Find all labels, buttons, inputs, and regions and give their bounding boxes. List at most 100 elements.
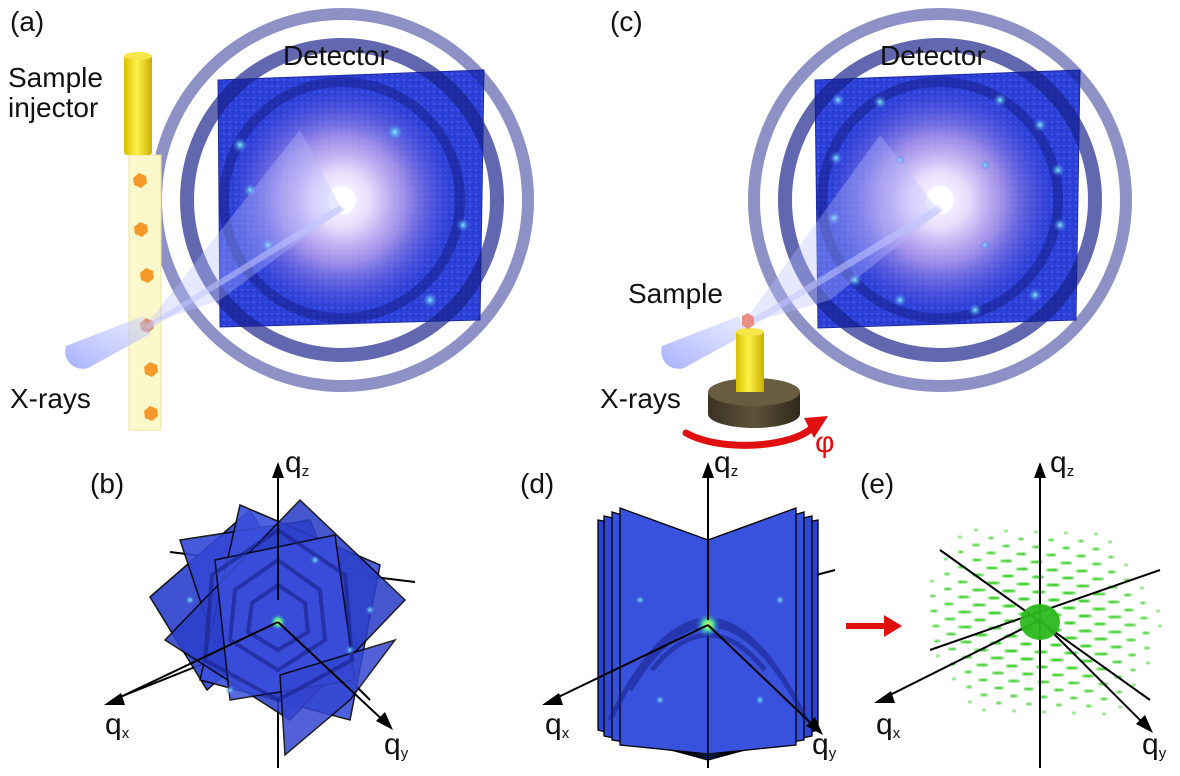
axis-qx-e: qx xyxy=(876,708,901,742)
panel-c xyxy=(661,8,1132,449)
lattice-point xyxy=(1015,679,1021,683)
lattice-point xyxy=(1095,547,1101,551)
lattice-point xyxy=(981,603,987,607)
lattice-point xyxy=(1071,621,1077,625)
lattice-point xyxy=(995,581,1001,585)
axis-qx-d: qx xyxy=(545,708,570,742)
panel-label-c: (c) xyxy=(610,6,643,37)
lattice-point xyxy=(1139,601,1145,605)
lattice-point xyxy=(1005,544,1011,548)
lattice-point xyxy=(1049,538,1055,542)
lattice-point xyxy=(997,701,1003,705)
lattice-point xyxy=(1081,554,1087,558)
lattice-point xyxy=(943,557,949,561)
lattice-point xyxy=(1129,608,1135,612)
lattice-point xyxy=(1143,631,1149,635)
spots-b xyxy=(185,555,375,695)
lattice-point xyxy=(977,558,983,562)
lattice-point xyxy=(1069,591,1075,595)
lattice-point xyxy=(1127,608,1133,612)
lattice-point xyxy=(1143,616,1149,620)
detector-label-c: Detector xyxy=(880,40,986,71)
slice-rings-b xyxy=(202,527,355,703)
panel-e xyxy=(874,462,1163,768)
lattice-point xyxy=(1069,576,1075,580)
lattice-point xyxy=(1071,636,1077,640)
lattice-point xyxy=(935,624,941,628)
arrowheads-d xyxy=(542,462,823,735)
lattice-point xyxy=(951,632,957,636)
lattice-point xyxy=(1055,583,1061,587)
axis-qx-b: qx xyxy=(105,708,130,742)
lattice-point xyxy=(1065,546,1071,550)
lattice-point xyxy=(1087,659,1093,663)
lattice-point xyxy=(1025,582,1031,586)
lattice-point xyxy=(1071,696,1077,700)
lattice-point xyxy=(1041,695,1047,699)
lattice-point xyxy=(1085,614,1091,618)
lattice-point xyxy=(1059,688,1065,692)
lattice-point xyxy=(1011,709,1017,713)
lattice-point xyxy=(997,656,1003,660)
lattice-point xyxy=(999,671,1005,675)
lattice-point xyxy=(1073,696,1079,700)
lattice-point xyxy=(1107,555,1113,559)
lattice-point xyxy=(1131,683,1137,687)
lattice-point xyxy=(1019,537,1025,541)
lattice-point xyxy=(967,625,973,629)
sample-injector xyxy=(124,52,162,431)
lattice-point xyxy=(1011,604,1017,608)
lattice-point xyxy=(967,685,973,689)
lattice-point xyxy=(1041,710,1047,714)
lattice-point xyxy=(1089,674,1095,678)
lattice-point xyxy=(997,626,1003,630)
lattice-point xyxy=(1117,690,1123,694)
axis-arrows-d xyxy=(547,468,819,731)
lattice-point xyxy=(975,558,981,562)
panel-label-a: (a) xyxy=(10,6,45,37)
lattice-point xyxy=(1071,711,1077,715)
lattice-point xyxy=(1107,540,1113,544)
xray-label-a: X-rays xyxy=(10,383,91,414)
lattice-point xyxy=(1099,577,1105,581)
lattice-point xyxy=(949,602,955,606)
lattice-point xyxy=(1101,622,1107,626)
lattice-point xyxy=(1025,597,1031,601)
lattice-point xyxy=(945,572,951,576)
lattice-point xyxy=(1021,552,1027,556)
lattice-point xyxy=(1093,547,1099,551)
red-right-arrow xyxy=(846,615,902,637)
lattice-point xyxy=(1057,613,1063,617)
axes-e xyxy=(879,470,1161,768)
lattice-point xyxy=(949,617,955,621)
lattice-point xyxy=(993,566,999,570)
lattice-point xyxy=(1073,681,1079,685)
lattice-point xyxy=(1131,668,1137,672)
sample-label: Sample xyxy=(628,278,723,309)
lattice-point xyxy=(965,595,971,599)
lattice-point xyxy=(997,686,1003,690)
lattice-point xyxy=(1043,695,1049,699)
lattice-point xyxy=(1055,703,1061,707)
lattice-point xyxy=(1011,634,1017,638)
lattice-point xyxy=(1041,590,1047,594)
lattice-point xyxy=(1027,687,1033,691)
lattice-point xyxy=(967,670,973,674)
lattice-point xyxy=(1075,681,1081,685)
detector-c xyxy=(748,8,1132,392)
lattice-point xyxy=(1045,680,1051,684)
lattice-point xyxy=(1145,661,1151,665)
lattice-point xyxy=(1013,634,1019,638)
lattice-point xyxy=(1087,704,1093,708)
lattice-point xyxy=(1103,652,1109,656)
lattice-point xyxy=(1117,660,1123,664)
axis-qz-d: qz xyxy=(714,446,739,480)
xray-beam-c xyxy=(661,135,943,369)
lattice-point xyxy=(1009,574,1015,578)
lattice-point xyxy=(1085,704,1091,708)
lattice-point xyxy=(999,686,1005,690)
lattice-point xyxy=(1131,653,1137,657)
lattice-point xyxy=(947,602,953,606)
lattice-point xyxy=(1087,629,1093,633)
lattice-point xyxy=(961,580,967,584)
